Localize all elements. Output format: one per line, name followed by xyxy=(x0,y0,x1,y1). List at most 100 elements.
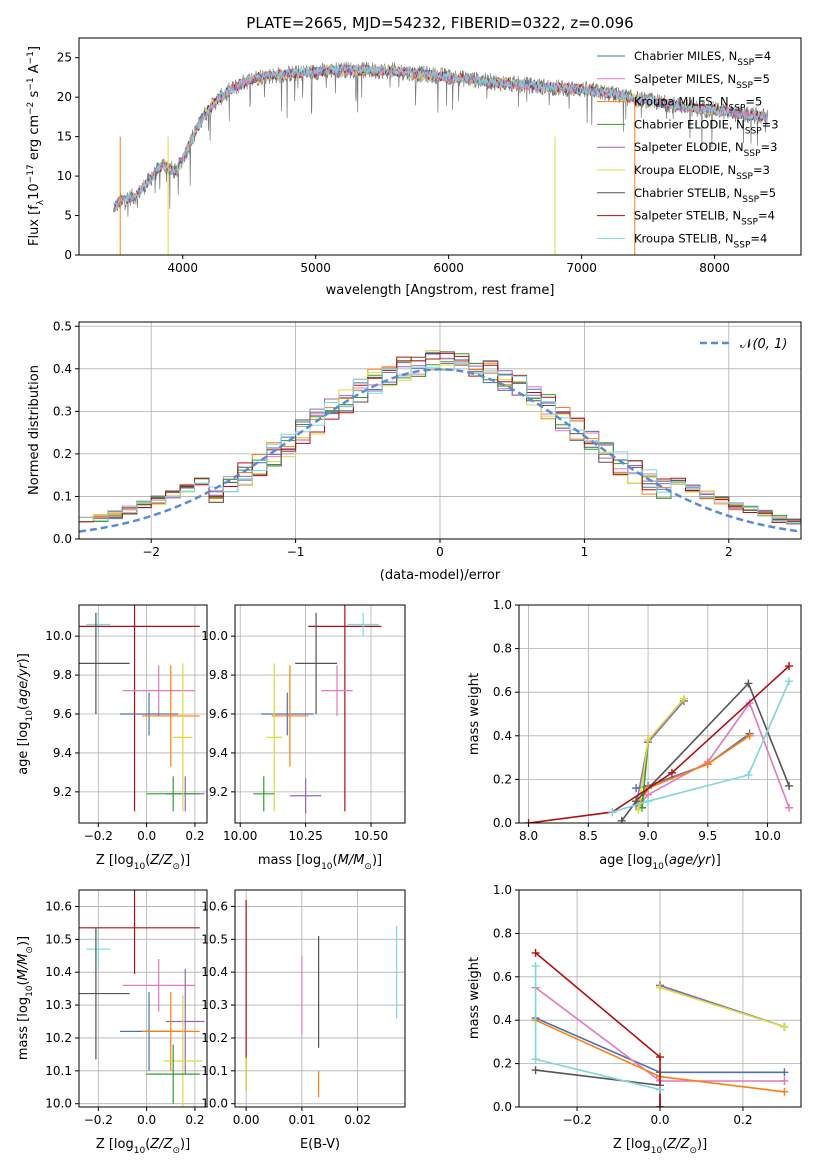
plot-area xyxy=(235,890,405,1107)
x-tick-label: 0.02 xyxy=(344,1113,371,1127)
y-tick-label: 10.1 xyxy=(45,1064,72,1078)
data-point-marker xyxy=(785,662,794,671)
x-tick-label: 4000 xyxy=(167,261,198,275)
y-axis-label: Normed distribution xyxy=(27,365,42,495)
plot-area xyxy=(235,605,405,823)
y-axis-label: mass weight xyxy=(467,957,482,1039)
x-tick-label: 2 xyxy=(725,545,733,559)
normal-reference-curve xyxy=(79,368,801,533)
model-spectrum-line xyxy=(113,64,769,212)
data-point-marker xyxy=(785,677,794,686)
x-tick-label: 10.00 xyxy=(223,829,257,843)
data-point-marker xyxy=(780,1022,789,1031)
series-line xyxy=(535,952,661,1107)
y-tick-label: 20 xyxy=(57,90,72,104)
series-line xyxy=(659,986,785,1028)
data-point-marker xyxy=(644,736,653,745)
legend-label: Salpeter STELIB, NSSP=4 xyxy=(634,209,775,228)
data-point-marker xyxy=(703,760,712,769)
figure-title: PLATE=2665, MJD=54232, FIBERID=0322, z=0… xyxy=(246,14,633,32)
data-point-marker xyxy=(531,1066,540,1075)
data-point-marker xyxy=(780,1087,789,1096)
data-point-marker xyxy=(656,1103,664,1107)
x-axis-label: age [log10(age/yr)] xyxy=(599,853,721,872)
data-point-marker xyxy=(632,797,641,806)
y-tick-label: 10.1 xyxy=(201,1064,228,1078)
legend-label: Chabrier MILES, NSSP=4 xyxy=(634,49,771,68)
data-point-marker xyxy=(780,1076,789,1085)
x-tick-label: 0.2 xyxy=(733,1113,752,1127)
y-tick-label: 0.4 xyxy=(53,362,72,376)
data-point-marker xyxy=(744,771,753,780)
chart-spectrum: 4000 5000 6000 7000 8000 0 5 10 15 20 25 wavelength… xyxy=(26,37,802,298)
y-tick-label: 10 xyxy=(57,169,72,183)
x-tick-label: 8.5 xyxy=(579,829,598,843)
x-tick-label: −0.2 xyxy=(84,829,113,843)
y-tick-label: 10.2 xyxy=(45,1031,72,1045)
model-spectrum-line xyxy=(113,64,768,210)
x-tick-label: 9.5 xyxy=(698,829,717,843)
y-tick-label: 9.2 xyxy=(53,785,72,799)
y-tick-label: 5 xyxy=(64,209,72,223)
data-point-marker xyxy=(644,797,653,806)
legend-label: Salpeter MILES, NSSP=5 xyxy=(634,72,770,91)
y-tick-label: 0.0 xyxy=(493,816,512,830)
plot-area xyxy=(79,322,801,539)
x-tick-label: −0.2 xyxy=(84,1113,113,1127)
y-axis-label: mass [log10(M/M⊙)] xyxy=(16,936,35,1060)
axes-frame xyxy=(78,889,208,1108)
data-point-marker xyxy=(617,816,626,823)
x-axis-label: E(B-V) xyxy=(300,1137,340,1152)
y-tick-label: 9.6 xyxy=(209,707,228,721)
data-point-marker xyxy=(679,694,688,703)
data-point-marker xyxy=(745,699,754,708)
x-axis-label: mass [log10(M/M⊙)] xyxy=(258,853,382,872)
legend-label: 𝒩(0, 1) xyxy=(740,337,787,352)
data-point-marker xyxy=(531,948,540,957)
y-tick-label: 10.5 xyxy=(45,932,72,946)
x-tick-label: 0.2 xyxy=(185,829,204,843)
x-tick-label: 10.25 xyxy=(288,829,322,843)
chart-age_vs_z: −0.2 0.0 0.2 9.2 9.4 9.6 9.8 10.0 Z [log10(Z/Z⊙)… xyxy=(16,604,208,872)
data-point-marker xyxy=(667,768,676,777)
plot-area xyxy=(79,890,207,1107)
x-tick-label: 1 xyxy=(581,545,589,559)
legend-label: Kroupa STELIB, NSSP=4 xyxy=(634,231,767,250)
y-tick-label: 0 xyxy=(64,248,72,262)
y-axis-label: mass weight xyxy=(467,673,482,755)
y-tick-label: 10.0 xyxy=(201,1097,228,1111)
axes-frame xyxy=(518,604,802,824)
y-tick-label: 9.8 xyxy=(53,668,72,682)
data-point-marker xyxy=(524,819,533,823)
y-tick-label: 0.5 xyxy=(53,319,72,333)
y-tick-label: 0.0 xyxy=(493,1100,512,1114)
x-tick-label: 7000 xyxy=(566,261,597,275)
data-point-marker xyxy=(531,1055,540,1064)
chart-mass_vs_ebv: 0.00 0.01 0.02 10.0 10.1 10.2 10.3 10.4 10.5 10.6… xyxy=(201,889,406,1152)
data-point-marker xyxy=(656,983,664,992)
chart-residuals: −2 −1 0 1 2 0.0 0.1 0.2 0.3 0.4 0.5 (data-model)/er… xyxy=(27,319,802,583)
y-tick-label: 10.0 xyxy=(45,1097,72,1111)
plot-area xyxy=(519,890,801,1107)
y-tick-label: 1.0 xyxy=(493,883,512,897)
x-tick-label: 0 xyxy=(436,545,444,559)
y-tick-label: 10.6 xyxy=(201,899,228,913)
y-tick-label: 10.4 xyxy=(45,965,72,979)
axes-frame xyxy=(78,37,802,256)
y-tick-label: 9.2 xyxy=(209,785,228,799)
x-tick-label: 0.01 xyxy=(289,1113,316,1127)
data-point-marker xyxy=(656,1085,664,1094)
chart-mass_vs_z: −0.2 0.0 0.2 10.0 10.1 10.2 10.3 10.4 10.5 10.6 Z … xyxy=(16,889,208,1156)
y-tick-label: 10.3 xyxy=(45,998,72,1012)
x-axis-label: Z [log10(Z/Z⊙)] xyxy=(613,1137,707,1156)
y-tick-label: 10.6 xyxy=(45,899,72,913)
x-tick-label: 0.00 xyxy=(233,1113,260,1127)
data-point-marker xyxy=(785,781,794,790)
y-tick-label: 1.0 xyxy=(493,598,512,612)
y-tick-label: 9.8 xyxy=(209,668,228,682)
x-tick-label: 0.0 xyxy=(650,1113,669,1127)
x-tick-label: 0.2 xyxy=(185,1113,204,1127)
y-tick-label: 0.8 xyxy=(493,926,512,940)
data-point-marker xyxy=(634,805,643,814)
